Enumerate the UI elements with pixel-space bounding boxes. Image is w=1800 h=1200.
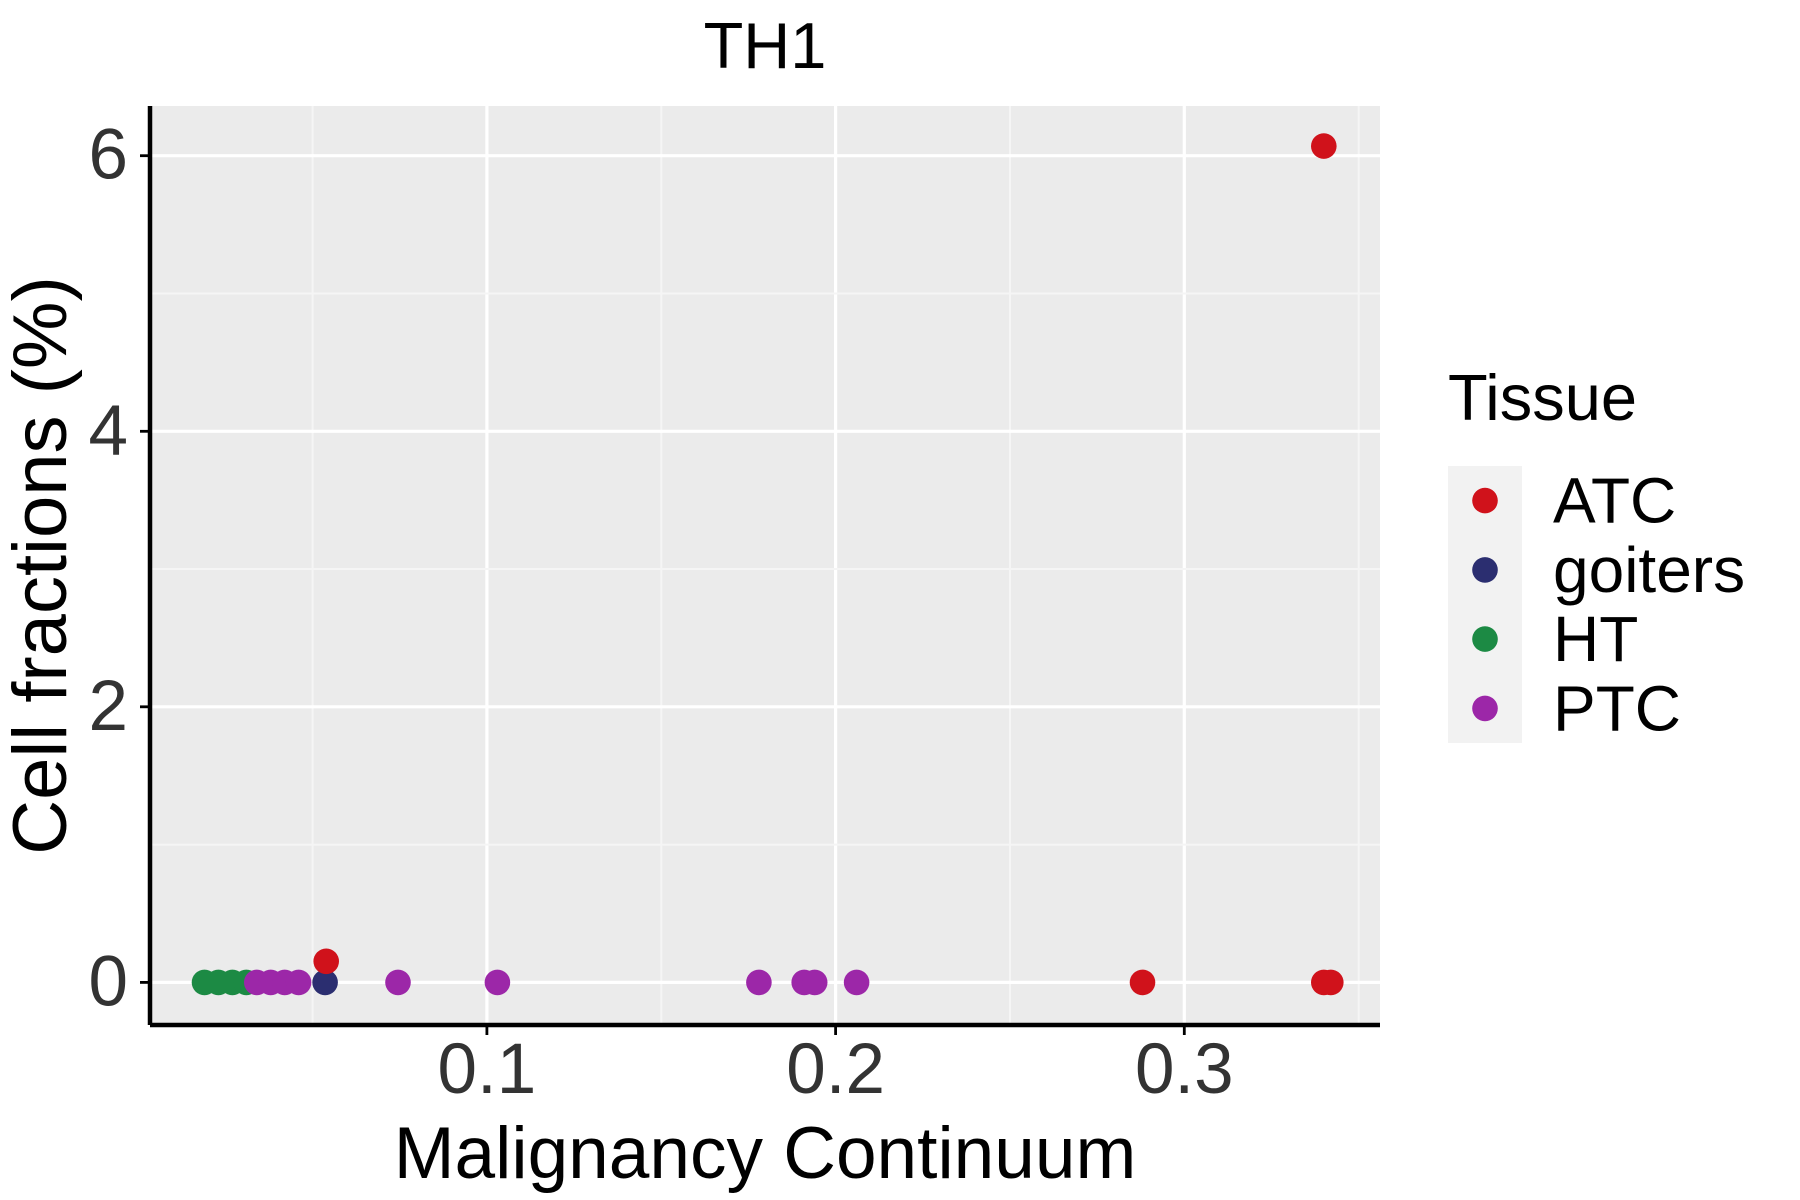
svg-text:0.3: 0.3: [1135, 1030, 1234, 1109]
svg-text:ATC: ATC: [1553, 465, 1676, 537]
svg-text:0.2: 0.2: [786, 1030, 885, 1109]
svg-text:2: 2: [89, 667, 129, 746]
svg-text:0: 0: [89, 942, 129, 1021]
svg-text:4: 4: [89, 391, 129, 470]
svg-text:PTC: PTC: [1553, 672, 1681, 744]
svg-text:HT: HT: [1553, 603, 1638, 675]
svg-text:TH1: TH1: [704, 9, 827, 82]
svg-text:Cell fractions (%): Cell fractions (%): [0, 276, 83, 855]
svg-text:Tissue: Tissue: [1448, 361, 1637, 434]
svg-text:goiters: goiters: [1553, 534, 1745, 606]
svg-text:6: 6: [89, 116, 129, 195]
svg-text:0.1: 0.1: [438, 1030, 537, 1109]
svg-text:Malignancy Continuum: Malignancy Continuum: [394, 1113, 1137, 1194]
